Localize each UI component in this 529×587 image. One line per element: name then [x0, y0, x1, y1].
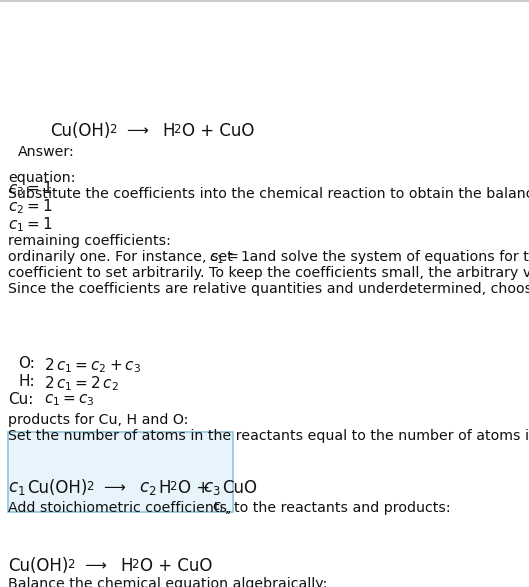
Text: Cu(OH): Cu(OH) [50, 122, 111, 140]
Text: $_2$: $_2$ [173, 118, 181, 136]
Text: $_2$: $_2$ [67, 553, 76, 571]
Text: $_2$: $_2$ [86, 475, 94, 493]
Text: H:: H: [18, 374, 34, 389]
Text: $2\,c_1 = c_2 + c_3$: $2\,c_1 = c_2 + c_3$ [44, 356, 141, 375]
Text: $c_1 = c_3$: $c_1 = c_3$ [44, 392, 95, 408]
Text: H: H [120, 557, 132, 575]
Text: coefficient to set arbitrarily. To keep the coefficients small, the arbitrary va: coefficient to set arbitrarily. To keep … [8, 266, 529, 280]
Text: O + CuO: O + CuO [140, 557, 212, 575]
Text: $c_3$: $c_3$ [203, 479, 221, 497]
Text: $c_i$: $c_i$ [212, 501, 224, 515]
Text: O +: O + [178, 479, 210, 497]
Text: Cu:: Cu: [8, 392, 33, 407]
Text: Cu(OH): Cu(OH) [8, 557, 68, 575]
Text: H: H [162, 122, 175, 140]
Text: Add stoichiometric coefficients,: Add stoichiometric coefficients, [8, 501, 236, 515]
Text: O + CuO: O + CuO [182, 122, 254, 140]
Text: and solve the system of equations for the: and solve the system of equations for th… [245, 250, 529, 264]
Text: Since the coefficients are relative quantities and underdetermined, choose a: Since the coefficients are relative quan… [8, 282, 529, 296]
Text: $c_2 = 1$: $c_2 = 1$ [8, 197, 52, 215]
Text: $\longrightarrow$: $\longrightarrow$ [101, 479, 127, 494]
Text: $\longrightarrow$: $\longrightarrow$ [124, 122, 150, 137]
Text: equation:: equation: [8, 171, 76, 185]
Text: $_2$: $_2$ [131, 553, 140, 571]
Text: Substitute the coefficients into the chemical reaction to obtain the balanced: Substitute the coefficients into the che… [8, 187, 529, 201]
Text: H: H [158, 479, 170, 497]
Text: products for Cu, H and O:: products for Cu, H and O: [8, 413, 188, 427]
Text: O:: O: [18, 356, 35, 371]
Text: $c_1$: $c_1$ [8, 479, 25, 497]
Text: Answer:: Answer: [18, 145, 75, 159]
Text: CuO: CuO [222, 479, 257, 497]
Text: , to the reactants and products:: , to the reactants and products: [225, 501, 451, 515]
Text: $c_2$: $c_2$ [139, 479, 157, 497]
Text: $_2$: $_2$ [169, 475, 177, 493]
Text: remaining coefficients:: remaining coefficients: [8, 234, 171, 248]
Text: Balance the chemical equation algebraically:: Balance the chemical equation algebraica… [8, 577, 327, 587]
Text: $_2$: $_2$ [109, 118, 117, 136]
Text: $c_1 = 1$: $c_1 = 1$ [209, 250, 250, 266]
Text: Set the number of atoms in the reactants equal to the number of atoms in the: Set the number of atoms in the reactants… [8, 429, 529, 443]
Text: ordinarily one. For instance, set: ordinarily one. For instance, set [8, 250, 238, 264]
Text: $c_1 = 1$: $c_1 = 1$ [8, 215, 52, 234]
Text: $2\,c_1 = 2\,c_2$: $2\,c_1 = 2\,c_2$ [44, 374, 118, 393]
Text: $\longrightarrow$: $\longrightarrow$ [82, 557, 108, 572]
Text: Cu(OH): Cu(OH) [27, 479, 87, 497]
FancyBboxPatch shape [8, 432, 233, 512]
Text: $c_3 = 1$: $c_3 = 1$ [8, 179, 52, 198]
